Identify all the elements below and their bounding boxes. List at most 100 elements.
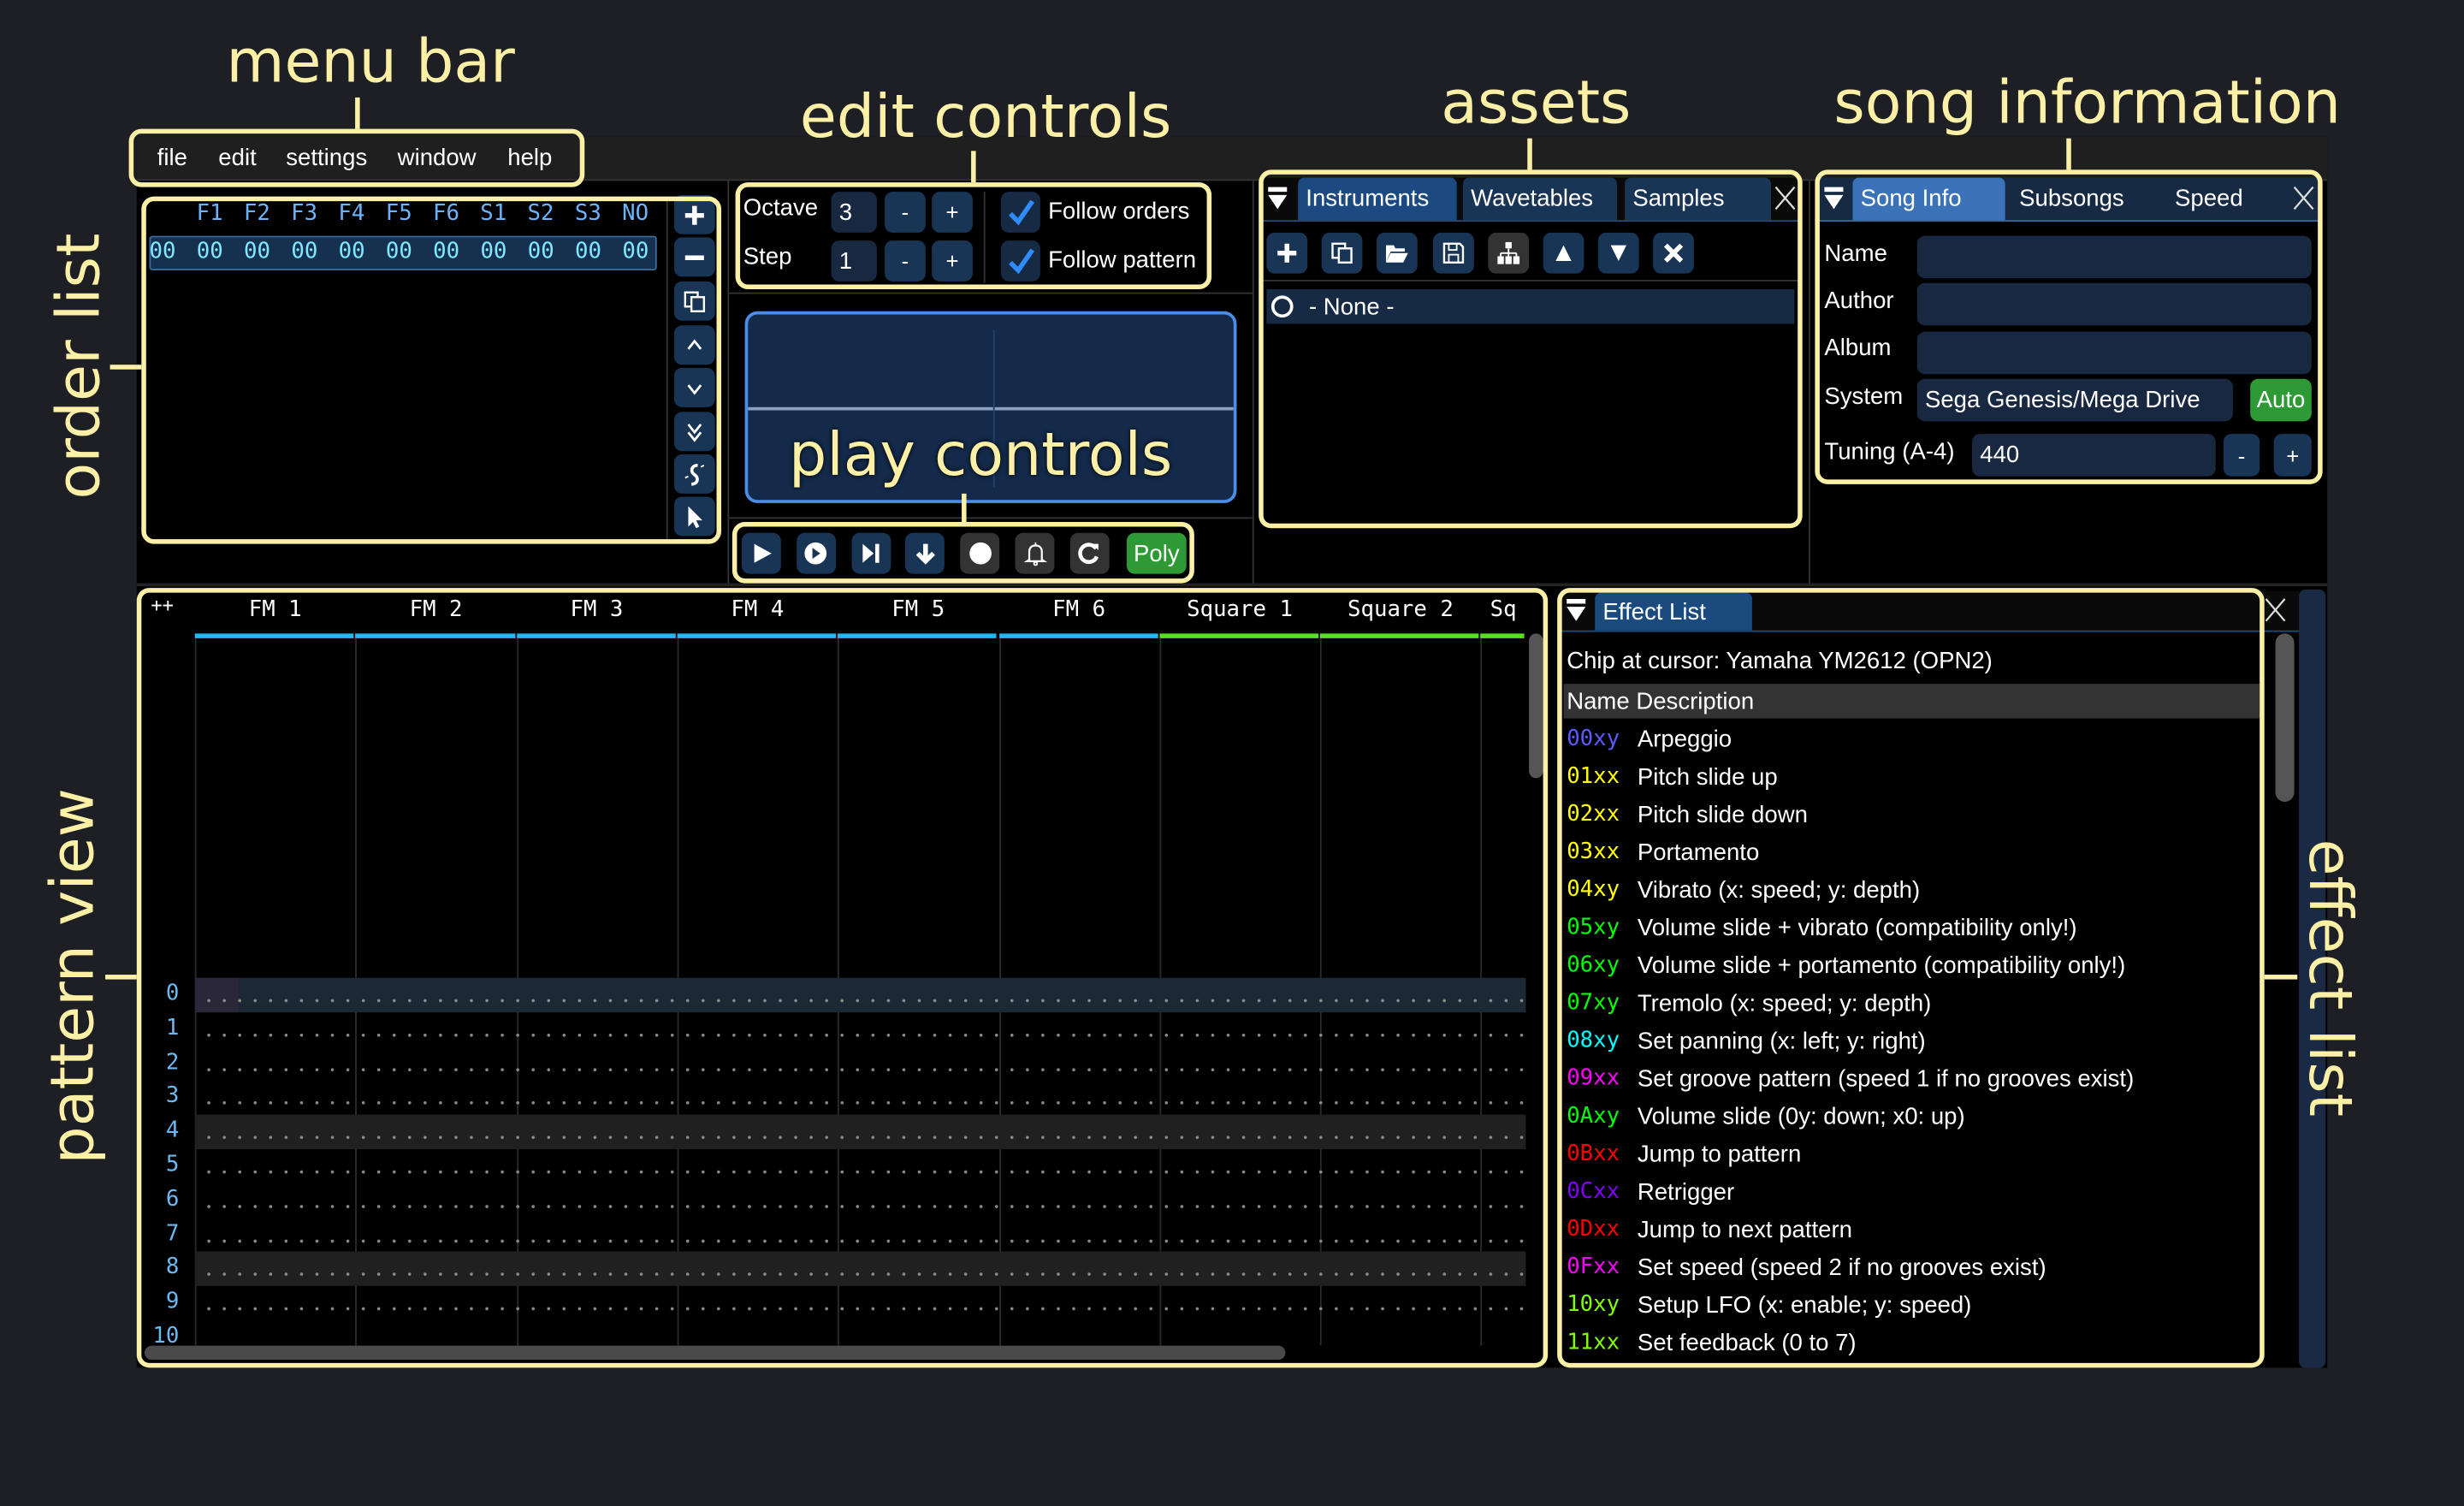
author-input[interactable]: [1916, 282, 2312, 326]
octave-plus-button[interactable]: +: [932, 192, 973, 233]
pattern-row[interactable]: [195, 1286, 1526, 1320]
follow-pattern-checkbox[interactable]: [1000, 240, 1040, 282]
channel-color-bar: [838, 633, 998, 638]
tab-subsongs[interactable]: Subsongs: [2019, 185, 2124, 213]
channel-header[interactable]: FM 3: [570, 597, 624, 623]
name-input[interactable]: [1916, 235, 2312, 279]
metronome-button[interactable]: [1015, 532, 1055, 574]
close-icon[interactable]: [2263, 597, 2288, 622]
album-input[interactable]: [1916, 331, 2312, 375]
add-button[interactable]: [1266, 232, 1308, 274]
tuning-minus-button[interactable]: -: [2223, 434, 2260, 477]
pattern-row[interactable]: [194, 1252, 1526, 1287]
order-cell[interactable]: 00: [480, 239, 507, 264]
move-down-button[interactable]: [673, 367, 715, 407]
octave-minus-button[interactable]: -: [885, 192, 926, 233]
menu-item-help[interactable]: help: [507, 145, 553, 172]
repeat-button[interactable]: [1069, 532, 1110, 574]
order-cell[interactable]: 00: [527, 239, 554, 264]
menu-item-edit[interactable]: edit: [218, 145, 257, 172]
asset-list-item[interactable]: - None -: [1266, 289, 1795, 324]
poly-button[interactable]: Poly: [1126, 532, 1187, 574]
row-number: 4: [165, 1118, 180, 1143]
order-cell[interactable]: 00: [196, 239, 223, 264]
tuning-input[interactable]: 440: [1972, 434, 2216, 477]
play-pattern-button[interactable]: [796, 532, 836, 574]
tab-instruments[interactable]: Instruments: [1298, 177, 1457, 221]
move-down-button[interactable]: [1598, 232, 1640, 274]
octave-input[interactable]: 3: [831, 192, 877, 233]
channel-header[interactable]: Square 1: [1187, 597, 1293, 623]
close-icon[interactable]: [1773, 186, 1798, 210]
step-button[interactable]: [850, 532, 891, 574]
save-button[interactable]: [1432, 232, 1474, 274]
order-cell[interactable]: 00: [575, 239, 601, 264]
collapse-icon[interactable]: [1266, 186, 1288, 210]
pattern-row[interactable]: [195, 1081, 1526, 1115]
channel-header[interactable]: FM 1: [248, 597, 302, 623]
add-button[interactable]: [673, 194, 715, 234]
order-cell[interactable]: 00: [385, 239, 412, 264]
pattern-row[interactable]: [195, 1149, 1526, 1183]
effect-list-scrollbar[interactable]: [2275, 633, 2295, 802]
remove-button[interactable]: [673, 237, 715, 277]
record-button[interactable]: [960, 532, 1000, 574]
order-cell[interactable]: 00: [244, 239, 270, 264]
tab-samples[interactable]: Samples: [1625, 177, 1771, 221]
unlink-button[interactable]: [673, 454, 715, 494]
channel-header[interactable]: FM 6: [1052, 597, 1106, 623]
pattern-row[interactable]: [195, 1183, 1526, 1218]
channel-header[interactable]: Square 2: [1347, 597, 1454, 623]
effect-description: Jump to next pattern: [1637, 1216, 1853, 1243]
close-icon[interactable]: [2291, 186, 2316, 210]
tab-speed[interactable]: Speed: [2174, 185, 2243, 213]
step-plus-button[interactable]: +: [932, 240, 973, 282]
duplicate-button[interactable]: [673, 281, 715, 321]
stop-follow-button[interactable]: [905, 532, 945, 574]
step-minus-button[interactable]: -: [885, 240, 926, 282]
order-cell[interactable]: 00: [622, 239, 649, 264]
menu-item-settings[interactable]: settings: [286, 145, 368, 172]
hierarchy-button[interactable]: [1487, 232, 1529, 274]
channel-header[interactable]: FM 2: [409, 597, 463, 623]
move-up-button[interactable]: [673, 325, 715, 365]
pattern-vscrollbar[interactable]: [1529, 633, 1543, 779]
collapse-icon[interactable]: [1565, 597, 1587, 622]
pattern-row[interactable]: [195, 1012, 1526, 1046]
pattern-row[interactable]: [194, 1114, 1526, 1149]
order-cell[interactable]: 00: [338, 239, 365, 264]
duplicate-button[interactable]: [1322, 232, 1363, 274]
step-input[interactable]: 1: [831, 240, 877, 282]
open-folder-button[interactable]: [1377, 232, 1419, 274]
play-button[interactable]: [741, 532, 781, 574]
pattern-hscrollbar[interactable]: [144, 1345, 1286, 1361]
move-down-fast-button[interactable]: [673, 412, 715, 452]
pattern-row[interactable]: [194, 977, 1526, 1012]
collapse-icon[interactable]: [1823, 186, 1845, 210]
tab-wavetables[interactable]: Wavetables: [1462, 177, 1617, 221]
pattern-corner-button[interactable]: ++: [151, 594, 174, 617]
channel-header[interactable]: Sq: [1490, 597, 1517, 623]
pattern-row[interactable]: [195, 1046, 1526, 1081]
follow-orders-checkbox[interactable]: [1000, 192, 1040, 233]
tuning-plus-button[interactable]: +: [2273, 434, 2312, 477]
order-row-selected[interactable]: [149, 235, 657, 270]
cursor-button[interactable]: [673, 496, 715, 537]
tab-effect-list[interactable]: Effect List: [1595, 592, 1752, 631]
delete-button[interactable]: [1653, 232, 1695, 274]
pattern-row[interactable]: [195, 1218, 1526, 1252]
tab-song-info[interactable]: Song Info: [1852, 177, 2005, 221]
auto-button[interactable]: Auto: [2250, 378, 2312, 422]
order-cell[interactable]: 00: [149, 239, 176, 264]
order-cell[interactable]: 00: [433, 239, 460, 264]
channel-header[interactable]: FM 4: [731, 597, 785, 623]
leader-line: [962, 493, 967, 524]
menu-item-file[interactable]: file: [157, 145, 187, 172]
menu-item-window[interactable]: window: [397, 145, 477, 172]
channel-header[interactable]: FM 5: [891, 597, 945, 623]
pattern-row[interactable]: [195, 1320, 1526, 1339]
effect-description: Pitch slide down: [1637, 801, 1808, 828]
system-input[interactable]: Sega Genesis/Mega Drive: [1916, 378, 2233, 422]
move-up-button[interactable]: [1543, 232, 1584, 274]
order-cell[interactable]: 00: [291, 239, 318, 264]
